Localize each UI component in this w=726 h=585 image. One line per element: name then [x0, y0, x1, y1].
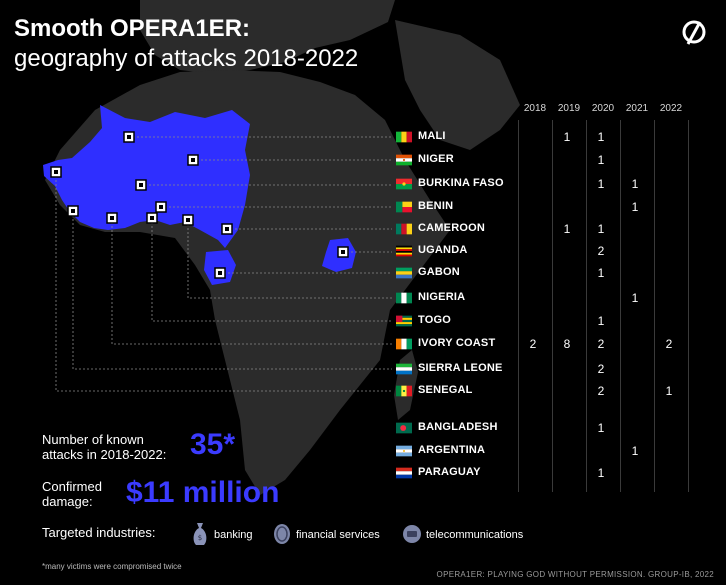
- cameroon-flag-icon: [396, 223, 412, 235]
- industry-label: telecommunications: [426, 529, 524, 541]
- column-divider: [552, 120, 553, 492]
- industries-label: Targeted industries:: [42, 525, 156, 540]
- country-name: ARGENTINA: [418, 444, 486, 456]
- burkina-faso-flag-icon: [396, 178, 412, 190]
- year-2022: 2022: [659, 103, 683, 114]
- marker-dots: [54, 135, 345, 275]
- value-2019: 8: [563, 337, 571, 351]
- country-name: UGANDA: [418, 244, 468, 256]
- country-name: NIGERIA: [418, 291, 466, 303]
- country-name: BANGLADESH: [418, 421, 498, 433]
- column-divider: [586, 120, 587, 492]
- value-2022: 2: [665, 337, 673, 351]
- year-2018: 2018: [523, 103, 547, 114]
- country-name: NIGER: [418, 153, 454, 165]
- value-2020: 2: [597, 384, 605, 398]
- sierra-leone-flag-icon: [396, 363, 412, 375]
- industry-label: banking: [214, 529, 253, 541]
- column-divider: [620, 120, 621, 492]
- country-name: GABON: [418, 266, 460, 278]
- value-2021: 1: [631, 177, 639, 191]
- country-name: IVORY COAST: [418, 337, 496, 349]
- country-name: MALI: [418, 130, 446, 142]
- country-name: SIERRA LEONE: [418, 362, 503, 374]
- column-divider: [654, 120, 655, 492]
- value-2020: 1: [597, 177, 605, 191]
- value-2021: 1: [631, 291, 639, 305]
- connector-lines: [55, 136, 392, 392]
- west-africa-highlight: [43, 105, 250, 248]
- value-2018: 2: [529, 337, 537, 351]
- value-2020: 2: [597, 362, 605, 376]
- group-ib-logo-icon: [682, 20, 706, 45]
- togo-flag-icon: [396, 315, 412, 327]
- coin-icon: [274, 524, 290, 544]
- country-name: PARAGUAY: [418, 466, 481, 478]
- europe-landmass: [140, 0, 395, 74]
- damage-label: Confirmed damage:: [42, 479, 102, 509]
- ivory-coast-flag-icon: [396, 338, 412, 350]
- mali-flag-icon: [396, 131, 412, 143]
- value-2020: 1: [597, 130, 605, 144]
- attacks-label: Number of known attacks in 2018-2022:: [42, 432, 167, 462]
- attacks-value: 35*: [190, 428, 236, 461]
- value-2022: 1: [665, 384, 673, 398]
- credit-line: OPERA1ER: PLAYING GOD WITHOUT PERMISSION…: [436, 570, 714, 579]
- value-2019: 1: [563, 222, 571, 236]
- industry-label: financial services: [296, 529, 380, 541]
- svg-text:$: $: [198, 534, 202, 542]
- country-name: TOGO: [418, 314, 451, 326]
- column-divider: [518, 120, 519, 492]
- money-bag-icon: $: [193, 523, 207, 545]
- value-2020: 2: [597, 337, 605, 351]
- value-2019: 1: [563, 130, 571, 144]
- value-2021: 1: [631, 444, 639, 458]
- value-2020: 1: [597, 266, 605, 280]
- value-2020: 1: [597, 314, 605, 328]
- phone-icon: [403, 525, 421, 543]
- paraguay-flag-icon: [396, 467, 412, 479]
- country-name: BURKINA FASO: [418, 177, 504, 189]
- benin-flag-icon: [396, 201, 412, 213]
- title-line-1: Smooth OPERA1ER:: [14, 15, 251, 42]
- year-2020: 2020: [591, 103, 615, 114]
- gabon-flag-icon: [396, 267, 412, 279]
- value-2020: 1: [597, 222, 605, 236]
- bangladesh-flag-icon: [396, 422, 412, 434]
- title-line-2: geography of attacks 2018-2022: [14, 45, 359, 72]
- country-name: BENIN: [418, 200, 454, 212]
- argentina-flag-icon: [396, 445, 412, 457]
- value-2020: 2: [597, 244, 605, 258]
- damage-value: $11 million: [126, 476, 280, 509]
- uganda-flag-icon: [396, 245, 412, 257]
- value-2020: 1: [597, 421, 605, 435]
- value-2021: 1: [631, 200, 639, 214]
- country-name: CAMEROON: [418, 222, 485, 234]
- year-2019: 2019: [557, 103, 581, 114]
- nigeria-flag-icon: [396, 292, 412, 304]
- value-2020: 1: [597, 466, 605, 480]
- value-2020: 1: [597, 153, 605, 167]
- column-divider: [688, 120, 689, 492]
- year-2021: 2021: [625, 103, 649, 114]
- country-name: SENEGAL: [418, 384, 473, 396]
- niger-flag-icon: [396, 154, 412, 166]
- senegal-flag-icon: [396, 385, 412, 397]
- page-title: Smooth OPERA1ER: geography of attacks 20…: [14, 14, 358, 74]
- footnote: *many victims were compromised twice: [42, 562, 182, 571]
- middle-east-landmass: [395, 20, 520, 150]
